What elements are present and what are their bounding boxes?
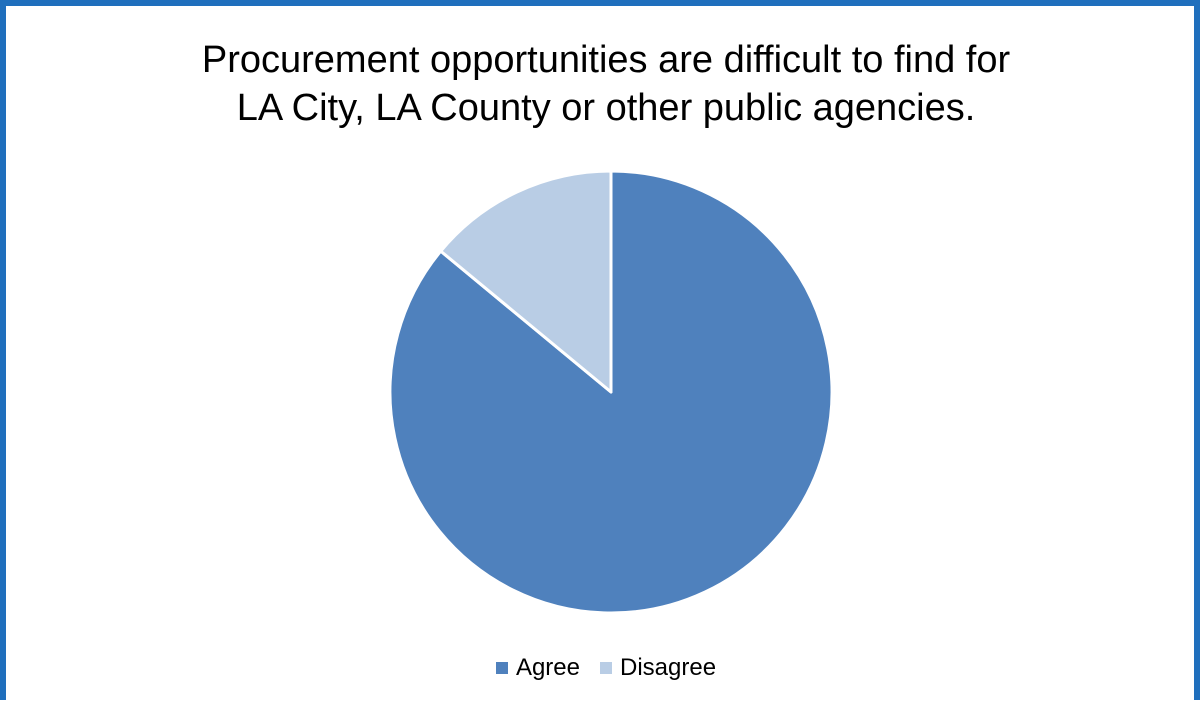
pie-chart	[388, 169, 834, 615]
legend-label-disagree: Disagree	[620, 654, 717, 681]
legend-label-agree: Agree	[515, 654, 580, 681]
chart-title: Procurement opportunities are difficult …	[6, 36, 1200, 132]
legend-item-disagree: Disagree	[600, 654, 716, 682]
chart-title-line-1: Procurement opportunities are difficult …	[201, 39, 1011, 81]
legend-swatch-disagree	[600, 662, 612, 674]
legend-swatch-agree	[495, 662, 508, 674]
chart-legend: Agree Disagree	[6, 654, 1200, 682]
pie-slice-disagree	[439, 169, 613, 394]
chart-title-line-2: LA City, LA County or other public agenc…	[236, 87, 976, 129]
legend-item-agree: Agree	[495, 654, 580, 682]
